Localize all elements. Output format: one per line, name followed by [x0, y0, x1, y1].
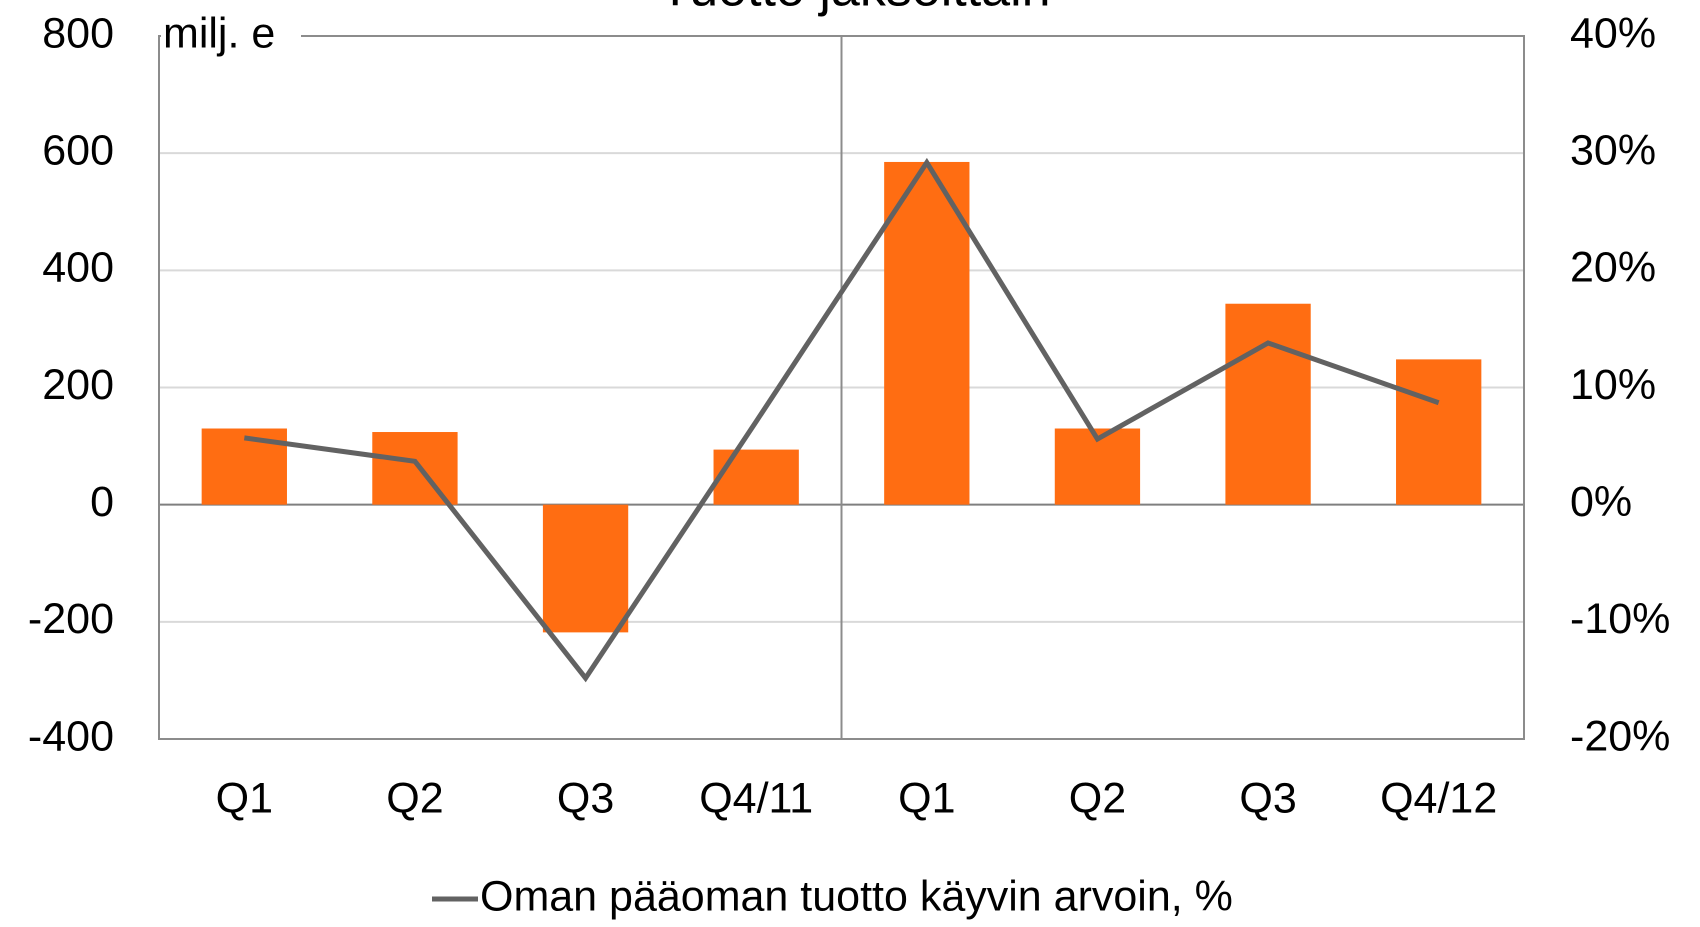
- y-tick-label: 800: [42, 9, 114, 57]
- y2-tick-label: 20%: [1570, 244, 1656, 292]
- legend-label: Oman pääoman tuotto käyvin arvoin, %: [480, 872, 1233, 920]
- y-tick-label: -400: [28, 712, 114, 760]
- x-tick-label: Q4/11: [699, 774, 813, 822]
- y2-tick-label: 30%: [1570, 127, 1656, 175]
- ylabel-bg: [161, 10, 301, 62]
- y2-tick-label: 0%: [1570, 478, 1632, 526]
- bar: [1396, 359, 1482, 505]
- x-tick-label: Q2: [386, 774, 443, 822]
- chart-title: Tuotto jaksoittain: [659, 0, 1050, 18]
- y-tick-label: 600: [42, 127, 114, 175]
- x-tick-label: Q3: [1239, 774, 1296, 822]
- bar: [372, 432, 458, 505]
- y-tick-label: 400: [42, 244, 114, 292]
- x-tick-label: Q4/12: [1380, 774, 1497, 822]
- y-tick-label: 0: [90, 478, 114, 526]
- bar: [713, 449, 799, 505]
- y-tick-label: 200: [42, 361, 114, 409]
- y2-tick-label: 10%: [1570, 361, 1656, 409]
- bar: [1225, 303, 1311, 505]
- y2-tick-label: -10%: [1570, 595, 1670, 643]
- y2-tick-label: 40%: [1570, 9, 1656, 57]
- bar: [884, 161, 970, 505]
- x-tick-label: Q1: [216, 774, 273, 822]
- y2-tick-label: -20%: [1570, 712, 1670, 760]
- line: [243, 157, 1440, 683]
- bar: [542, 504, 629, 633]
- y-axis-label: milj. e: [163, 9, 275, 57]
- y-tick-label: -200: [28, 595, 114, 643]
- x-tick-label: Q3: [557, 774, 614, 822]
- x-tick-label: Q2: [1069, 774, 1126, 822]
- x-tick-label: Q1: [898, 774, 955, 822]
